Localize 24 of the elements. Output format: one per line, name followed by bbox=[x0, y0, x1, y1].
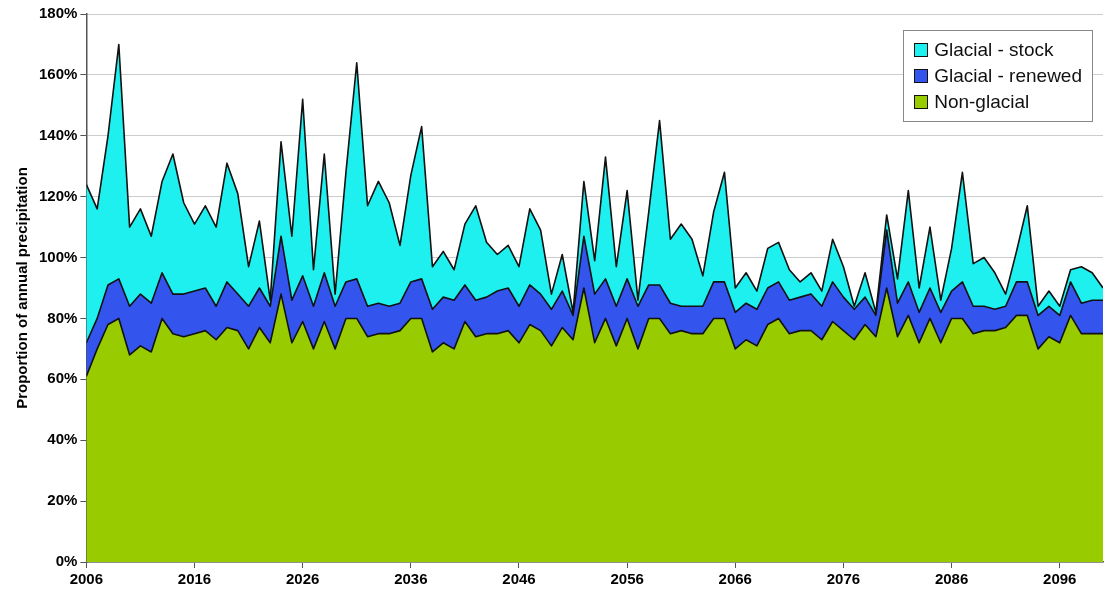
x-tick-label: 2026 bbox=[285, 570, 320, 588]
legend-label: Non-glacial bbox=[934, 91, 1030, 113]
y-tick-label: 100% bbox=[38, 247, 78, 265]
y-tick-label: 160% bbox=[38, 65, 78, 83]
y-axis-title: Proportion of annual precipitation bbox=[13, 167, 31, 409]
legend-label: Glacial - renewed bbox=[934, 65, 1082, 87]
y-tick-label: 20% bbox=[47, 491, 78, 509]
x-tick-label: 2046 bbox=[502, 570, 536, 588]
x-tick-label: 2006 bbox=[69, 570, 104, 588]
x-tick-label: 2076 bbox=[826, 570, 861, 588]
y-tick-label: 40% bbox=[47, 430, 78, 448]
x-tick-label: 2086 bbox=[934, 570, 969, 588]
y-tick-label: 120% bbox=[38, 186, 78, 204]
legend-label: Glacial - stock bbox=[934, 39, 1054, 61]
y-tick-label: 140% bbox=[38, 125, 78, 143]
x-tick-label: 2096 bbox=[1043, 570, 1077, 588]
y-tick-label: 180% bbox=[38, 4, 78, 22]
x-tick-label: 2066 bbox=[718, 570, 752, 588]
y-tick-label: 0% bbox=[55, 552, 78, 570]
x-tick-label: 2016 bbox=[177, 570, 212, 588]
y-tick-label: 80% bbox=[47, 308, 78, 326]
y-tick-label: 60% bbox=[47, 369, 78, 387]
x-tick-label: 2036 bbox=[394, 570, 428, 588]
x-tick-label: 2056 bbox=[610, 570, 644, 588]
